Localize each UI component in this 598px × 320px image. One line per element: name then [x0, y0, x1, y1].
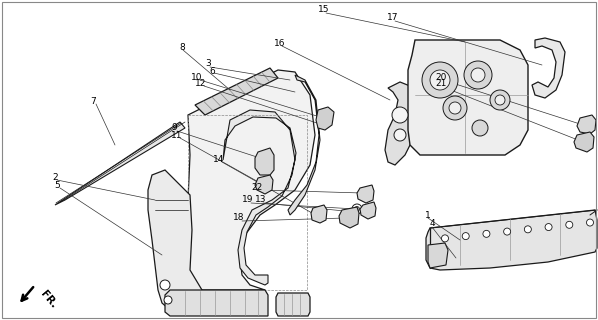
- Circle shape: [462, 233, 469, 240]
- Circle shape: [430, 70, 450, 90]
- Circle shape: [524, 226, 532, 233]
- Circle shape: [566, 221, 573, 228]
- Circle shape: [352, 204, 362, 214]
- Text: 1: 1: [425, 211, 431, 220]
- Text: 3: 3: [205, 60, 211, 68]
- Polygon shape: [276, 293, 310, 316]
- Circle shape: [545, 224, 552, 231]
- Polygon shape: [385, 82, 420, 165]
- Polygon shape: [223, 110, 296, 285]
- Text: 16: 16: [274, 38, 286, 47]
- Polygon shape: [574, 132, 594, 152]
- Polygon shape: [311, 205, 327, 223]
- Polygon shape: [428, 243, 448, 268]
- Polygon shape: [408, 40, 528, 155]
- Text: 19: 19: [242, 196, 254, 204]
- Circle shape: [471, 68, 485, 82]
- Text: 6: 6: [209, 67, 215, 76]
- Circle shape: [422, 62, 458, 98]
- Polygon shape: [357, 185, 374, 203]
- Circle shape: [392, 107, 408, 123]
- Text: 13: 13: [255, 196, 267, 204]
- Text: 22: 22: [251, 182, 263, 191]
- Text: 11: 11: [171, 131, 183, 140]
- Circle shape: [355, 206, 359, 212]
- Polygon shape: [195, 68, 278, 115]
- Polygon shape: [148, 170, 210, 310]
- Circle shape: [164, 296, 172, 304]
- Circle shape: [490, 90, 510, 110]
- Text: 20: 20: [435, 73, 447, 82]
- Circle shape: [495, 95, 505, 105]
- Circle shape: [504, 228, 511, 235]
- Text: 5: 5: [54, 180, 60, 189]
- Circle shape: [464, 61, 492, 89]
- Text: 2: 2: [52, 172, 58, 181]
- Circle shape: [587, 219, 593, 226]
- Polygon shape: [339, 207, 359, 228]
- Text: 4: 4: [429, 220, 435, 228]
- Text: 17: 17: [388, 13, 399, 22]
- Circle shape: [483, 230, 490, 237]
- Circle shape: [160, 280, 170, 290]
- Polygon shape: [55, 122, 185, 205]
- Circle shape: [394, 129, 406, 141]
- Polygon shape: [288, 75, 320, 215]
- Polygon shape: [255, 175, 273, 194]
- Text: 10: 10: [191, 73, 203, 82]
- Circle shape: [449, 102, 461, 114]
- Text: 15: 15: [318, 5, 329, 14]
- Text: FR.: FR.: [38, 289, 58, 310]
- Text: 21: 21: [435, 79, 447, 89]
- Circle shape: [259, 156, 267, 164]
- Text: 7: 7: [90, 97, 96, 106]
- Circle shape: [472, 120, 488, 136]
- Polygon shape: [165, 290, 268, 316]
- Text: 12: 12: [196, 78, 207, 87]
- Circle shape: [441, 235, 448, 242]
- Polygon shape: [316, 107, 334, 130]
- Polygon shape: [360, 202, 376, 219]
- Text: 18: 18: [233, 213, 245, 222]
- Polygon shape: [577, 115, 596, 134]
- Circle shape: [443, 96, 467, 120]
- Polygon shape: [532, 38, 565, 98]
- Polygon shape: [426, 210, 597, 270]
- Polygon shape: [255, 148, 274, 175]
- Text: 9: 9: [171, 124, 177, 132]
- Polygon shape: [185, 70, 315, 290]
- Circle shape: [263, 166, 270, 173]
- Text: 14: 14: [213, 155, 225, 164]
- Text: 8: 8: [179, 43, 185, 52]
